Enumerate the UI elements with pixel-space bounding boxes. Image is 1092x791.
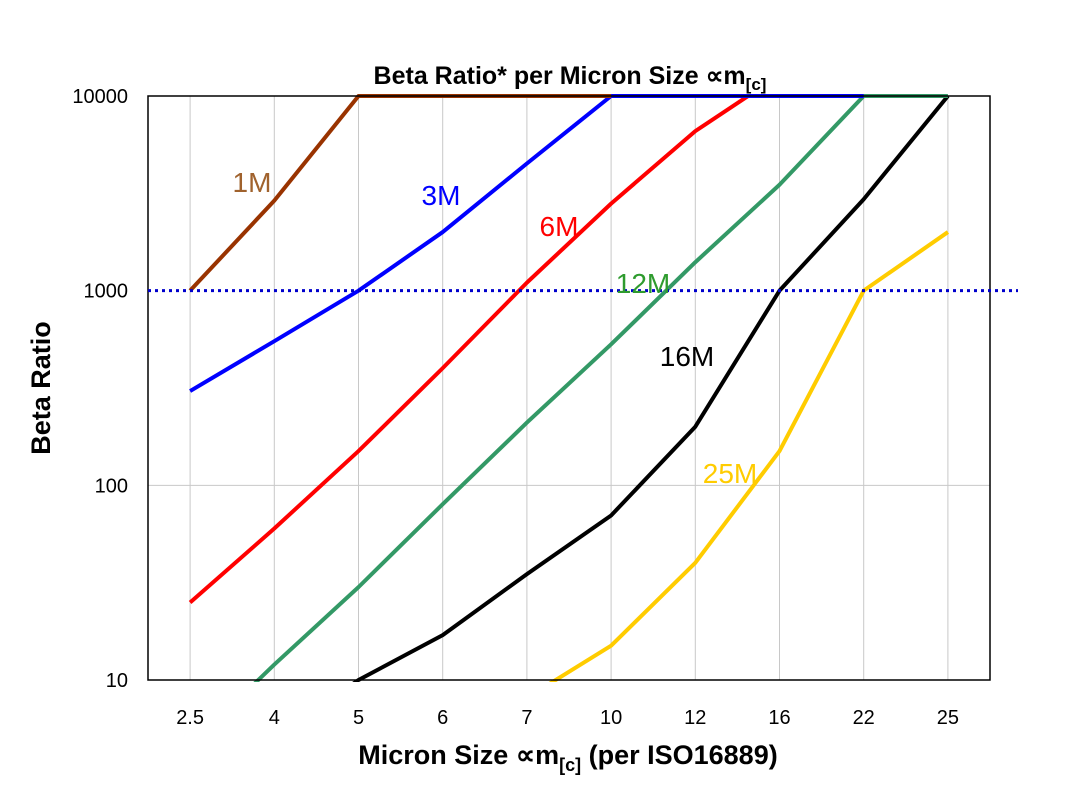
series-label-3M: 3M: [422, 180, 461, 211]
y-tick-label: 100: [95, 475, 128, 497]
x-tick-label: 6: [437, 707, 448, 729]
series-label-1M: 1M: [233, 167, 272, 198]
x-tick-label: 16: [768, 707, 790, 729]
x-axis-label: Micron Size ∝m[c] (per ISO16889): [358, 740, 777, 775]
series-line-6M: [188, 94, 755, 605]
x-tick-label: 7: [521, 707, 532, 729]
x-tick-label: 12: [684, 707, 706, 729]
y-tick-label: 10000: [72, 86, 128, 108]
y-axis-label: Beta Ratio: [26, 321, 56, 455]
series-label-12M: 12M: [616, 268, 670, 299]
x-tick-label: 2.5: [176, 707, 204, 729]
plot-border: [147, 95, 991, 681]
series-line-25M: [548, 230, 950, 682]
series-label-6M: 6M: [540, 211, 579, 242]
series-line-12M: [253, 94, 948, 682]
x-tick-label: 10: [600, 707, 622, 729]
series-line-16M: [352, 94, 950, 682]
x-tick-label: 25: [937, 707, 959, 729]
y-tick-label: 10: [106, 670, 128, 692]
x-tick-label: 4: [269, 707, 280, 729]
chart-title: Beta Ratio* per Micron Size ∝m[c]: [374, 62, 767, 94]
series-label-16M: 16M: [660, 341, 714, 372]
series-label-25M: 25M: [703, 458, 757, 489]
y-tick-label: 1000: [84, 281, 129, 303]
x-tick-label: 5: [353, 707, 364, 729]
x-tick-label: 22: [853, 707, 875, 729]
